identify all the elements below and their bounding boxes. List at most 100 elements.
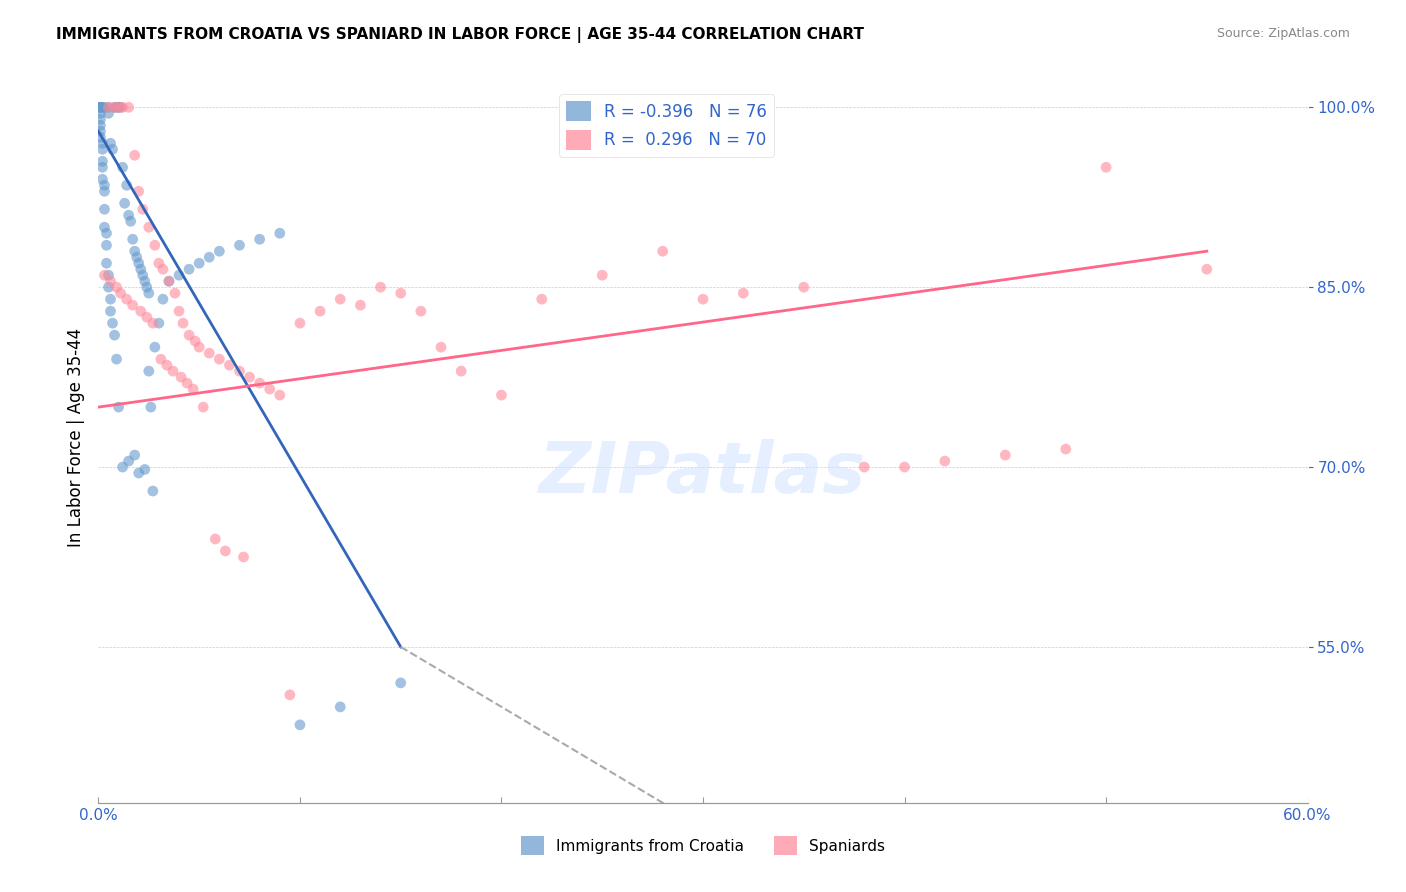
- Point: [115, 178, 138, 193]
- Point: [994, 448, 1017, 462]
- Point: [269, 226, 291, 240]
- Point: [128, 466, 150, 480]
- Point: [121, 232, 143, 246]
- Point: [105, 100, 128, 114]
- Point: [91, 100, 114, 114]
- Point: [134, 274, 156, 288]
- Point: [118, 208, 141, 222]
- Point: [89, 118, 111, 132]
- Point: [91, 142, 114, 156]
- Point: [111, 460, 134, 475]
- Point: [162, 364, 184, 378]
- Point: [103, 100, 125, 114]
- Point: [89, 100, 111, 114]
- Point: [329, 699, 352, 714]
- Point: [132, 202, 155, 217]
- Point: [239, 370, 262, 384]
- Point: [370, 280, 392, 294]
- Point: [100, 136, 122, 151]
- Point: [309, 304, 332, 318]
- Point: [121, 298, 143, 312]
- Point: [89, 130, 111, 145]
- Point: [278, 688, 301, 702]
- Legend: Immigrants from Croatia, Spaniards: Immigrants from Croatia, Spaniards: [515, 830, 891, 861]
- Point: [172, 316, 194, 330]
- Point: [93, 202, 115, 217]
- Point: [214, 544, 236, 558]
- Point: [208, 352, 231, 367]
- Point: [167, 304, 190, 318]
- Point: [138, 286, 160, 301]
- Point: [188, 340, 211, 354]
- Point: [91, 161, 114, 175]
- Point: [89, 100, 111, 114]
- Point: [450, 364, 472, 378]
- Point: [198, 250, 221, 264]
- Point: [107, 100, 129, 114]
- Point: [101, 316, 124, 330]
- Point: [1195, 262, 1218, 277]
- Point: [204, 532, 226, 546]
- Point: [89, 106, 111, 120]
- Point: [288, 316, 311, 330]
- Point: [228, 238, 250, 252]
- Point: [105, 280, 128, 294]
- Point: [170, 370, 193, 384]
- Point: [107, 100, 129, 114]
- Point: [118, 100, 141, 114]
- Point: [157, 274, 180, 288]
- Point: [142, 483, 165, 498]
- Point: [97, 280, 120, 294]
- Point: [269, 388, 291, 402]
- Point: [530, 292, 553, 306]
- Point: [1054, 442, 1077, 456]
- Point: [329, 292, 352, 306]
- Text: Source: ZipAtlas.com: Source: ZipAtlas.com: [1216, 27, 1350, 40]
- Point: [124, 148, 146, 162]
- Point: [138, 220, 160, 235]
- Point: [934, 454, 956, 468]
- Point: [249, 376, 271, 391]
- Point: [167, 268, 190, 283]
- Point: [115, 292, 138, 306]
- Point: [96, 256, 118, 270]
- Point: [692, 292, 714, 306]
- Point: [128, 184, 150, 198]
- Point: [157, 274, 180, 288]
- Point: [89, 124, 111, 138]
- Point: [138, 364, 160, 378]
- Point: [389, 676, 412, 690]
- Point: [124, 244, 146, 259]
- Point: [134, 462, 156, 476]
- Point: [409, 304, 432, 318]
- Point: [89, 100, 111, 114]
- Point: [148, 316, 170, 330]
- Point: [93, 184, 115, 198]
- Point: [97, 268, 120, 283]
- Point: [93, 268, 115, 283]
- Point: [100, 304, 122, 318]
- Point: [93, 220, 115, 235]
- Point: [389, 286, 412, 301]
- Point: [96, 226, 118, 240]
- Point: [208, 244, 231, 259]
- Point: [163, 286, 186, 301]
- Point: [111, 100, 134, 114]
- Point: [105, 352, 128, 367]
- Point: [1095, 161, 1118, 175]
- Point: [853, 460, 876, 475]
- Point: [176, 376, 198, 391]
- Point: [259, 382, 281, 396]
- Point: [143, 238, 166, 252]
- Point: [103, 328, 125, 343]
- Point: [139, 400, 162, 414]
- Point: [179, 262, 201, 277]
- Point: [129, 262, 152, 277]
- Point: [184, 334, 207, 348]
- Point: [100, 292, 122, 306]
- Point: [142, 316, 165, 330]
- Point: [651, 244, 673, 259]
- Point: [132, 268, 155, 283]
- Point: [120, 214, 142, 228]
- Point: [101, 142, 124, 156]
